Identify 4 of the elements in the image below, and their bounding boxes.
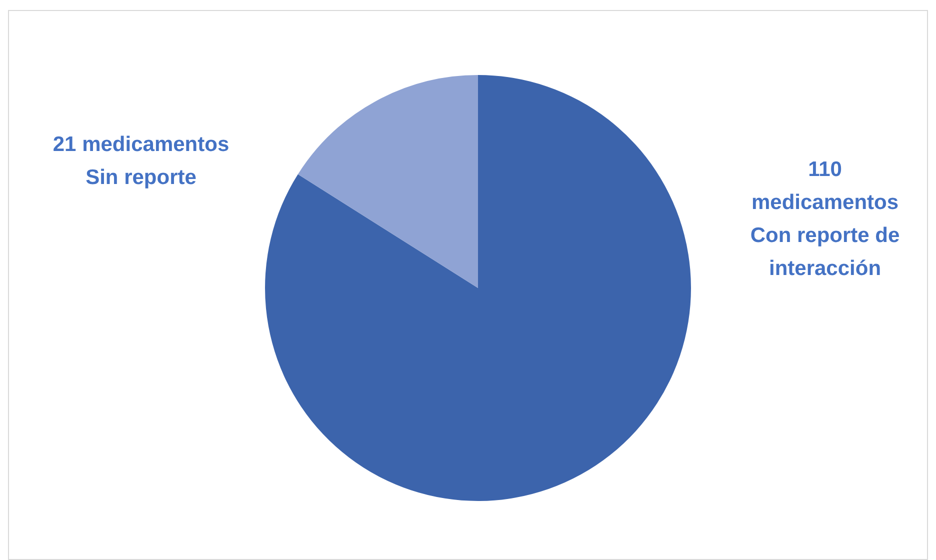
slice-label: Con reporte de interacción: [750, 224, 900, 280]
slice-label: Sin reporte: [86, 166, 196, 189]
data-label: 110 medicamentos: [751, 158, 899, 214]
data-label: 21 medicamentos: [52, 132, 230, 156]
